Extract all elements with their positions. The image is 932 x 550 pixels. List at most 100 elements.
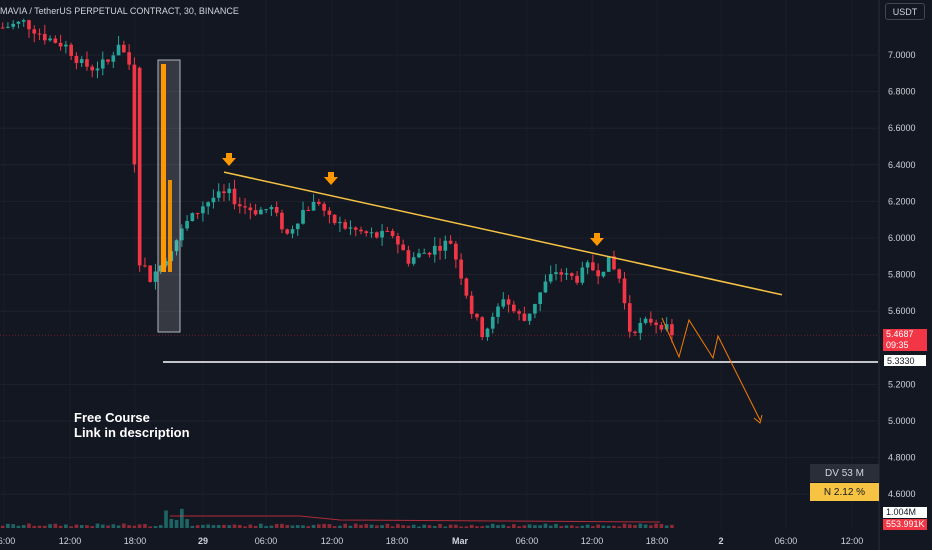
symbol-title[interactable]: MAVIA / TetherUS PERPETUAL CONTRACT, 30,… xyxy=(0,6,239,16)
volume-bar xyxy=(248,524,253,528)
price-tick-label: 7.0000 xyxy=(888,50,916,60)
volume-bar xyxy=(548,525,553,528)
volume-bar xyxy=(533,525,537,528)
volume-bar xyxy=(501,524,506,528)
currency-button[interactable]: USDT xyxy=(885,3,925,20)
candle-body xyxy=(506,299,511,305)
bar-countdown: 09:35 xyxy=(886,340,909,350)
annotation-line-1: Free Course xyxy=(74,410,150,425)
volume-bar xyxy=(438,523,442,528)
annotation-line-2: Link in description xyxy=(74,425,190,440)
volume-bar xyxy=(654,523,658,528)
volume-bar xyxy=(42,525,47,528)
time-tick-label: 29 xyxy=(198,536,208,546)
price-tick-label: 6.6000 xyxy=(888,123,916,133)
time-tick-label: 2 xyxy=(718,536,723,546)
time-tick-label: 06:00 xyxy=(516,536,539,546)
volume-bar xyxy=(454,524,458,528)
volume-bar xyxy=(90,526,95,528)
volume-bar xyxy=(359,524,363,528)
volume-bar xyxy=(190,525,195,528)
price-tick-label: 6.2000 xyxy=(888,196,916,206)
volume-bar xyxy=(485,525,490,528)
candle-body xyxy=(480,317,485,338)
volume-bar xyxy=(290,525,295,528)
candle-body xyxy=(633,331,637,333)
candle-body xyxy=(659,324,664,330)
volume-bar xyxy=(511,524,516,528)
time-tick-label: 06:00 xyxy=(0,536,15,546)
volume-bar xyxy=(85,525,89,528)
candle-body xyxy=(301,209,305,224)
candle-body xyxy=(311,201,316,211)
candle-body xyxy=(280,212,284,230)
volume-bar xyxy=(69,526,73,528)
volume-bar xyxy=(417,526,421,528)
volume-bar xyxy=(211,525,216,528)
candle-body xyxy=(264,209,268,211)
candle-body xyxy=(448,240,453,244)
volume-bar xyxy=(253,525,258,528)
volume-bar xyxy=(517,526,521,528)
candle-body xyxy=(617,269,622,279)
time-tick-label: 12:00 xyxy=(321,536,344,546)
volume-bar xyxy=(585,524,590,528)
volume-bar xyxy=(21,525,26,528)
volume-bar xyxy=(158,525,163,528)
candle-body xyxy=(164,261,168,266)
candle-body xyxy=(122,44,126,53)
candle-body xyxy=(538,292,543,305)
volume-bar xyxy=(596,524,600,528)
candle-body xyxy=(406,250,411,264)
volume-bar xyxy=(591,526,595,528)
candle-body xyxy=(443,240,448,251)
volume-ma-line xyxy=(170,515,661,523)
volume-bar xyxy=(306,526,311,528)
candle-body xyxy=(16,21,21,24)
candle-body xyxy=(332,214,337,224)
price-tick-label: 5.8000 xyxy=(888,270,916,280)
volume-bar xyxy=(332,526,337,528)
candle-body xyxy=(559,272,564,275)
candle-body xyxy=(475,313,479,318)
candle-body xyxy=(216,191,221,198)
volume-bar xyxy=(137,524,142,528)
volume-bar xyxy=(390,526,395,528)
volume-bar xyxy=(285,525,290,528)
volume-bar xyxy=(264,525,268,528)
volume-bar xyxy=(527,524,532,528)
volume-bar xyxy=(148,526,153,528)
candle-body xyxy=(153,271,158,282)
volume-bar xyxy=(364,524,369,528)
candle-body xyxy=(27,20,31,30)
candle-body xyxy=(580,267,585,283)
volume-bar xyxy=(664,525,669,528)
volume-bar xyxy=(27,523,31,528)
projection-arrow-icon xyxy=(753,414,763,424)
volume-bar xyxy=(132,525,137,528)
volume-bar xyxy=(95,523,100,528)
price-tick-label: 5.6000 xyxy=(888,306,916,316)
candle-body xyxy=(643,318,648,324)
candle-body xyxy=(201,206,205,214)
volume-bar xyxy=(422,524,427,528)
candle-body xyxy=(654,322,658,325)
candle-body xyxy=(543,281,548,293)
volume-bar xyxy=(295,525,300,528)
volume-bar xyxy=(522,525,527,528)
candle-body xyxy=(390,230,395,237)
candle-body xyxy=(485,328,490,338)
candle-body xyxy=(253,210,258,215)
candle-body xyxy=(454,243,458,260)
volume-bar xyxy=(443,526,448,528)
candle-body xyxy=(95,68,100,71)
candle-body xyxy=(53,38,58,43)
volume-bar xyxy=(143,524,147,528)
candle-body xyxy=(601,271,606,277)
volume-bar xyxy=(411,524,416,528)
volume-bar xyxy=(201,524,205,528)
volume-bar xyxy=(111,524,116,528)
volume-bar xyxy=(48,524,52,528)
volume-bar xyxy=(612,525,616,528)
